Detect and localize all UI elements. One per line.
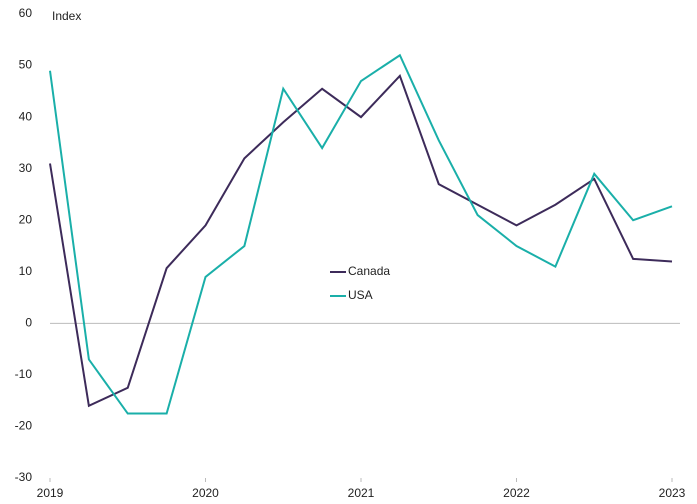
x-tick-label: 2022 xyxy=(503,486,530,500)
x-tick-label: 2019 xyxy=(37,486,64,500)
series-line xyxy=(49,73,673,408)
y-tick-label: 0 xyxy=(25,316,32,330)
y-tick-label: -30 xyxy=(15,470,33,484)
x-tick-label: 2023 xyxy=(659,486,686,500)
x-tick-label: 2021 xyxy=(348,486,375,500)
series-line xyxy=(49,53,673,415)
legend-label: USA xyxy=(348,288,373,302)
y-tick-label: 40 xyxy=(19,109,33,123)
y-tick-label: 50 xyxy=(19,58,33,72)
y-tick-label: -10 xyxy=(15,367,33,381)
legend-label: Canada xyxy=(348,264,390,278)
x-tick-label: 2020 xyxy=(192,486,219,500)
y-axis-label: Index xyxy=(52,9,81,23)
y-tick-label: 30 xyxy=(19,161,33,175)
y-tick-label: 20 xyxy=(19,212,33,226)
y-tick-label: 60 xyxy=(19,6,33,20)
y-tick-label: 10 xyxy=(19,264,33,278)
y-tick-label: -20 xyxy=(15,419,33,433)
